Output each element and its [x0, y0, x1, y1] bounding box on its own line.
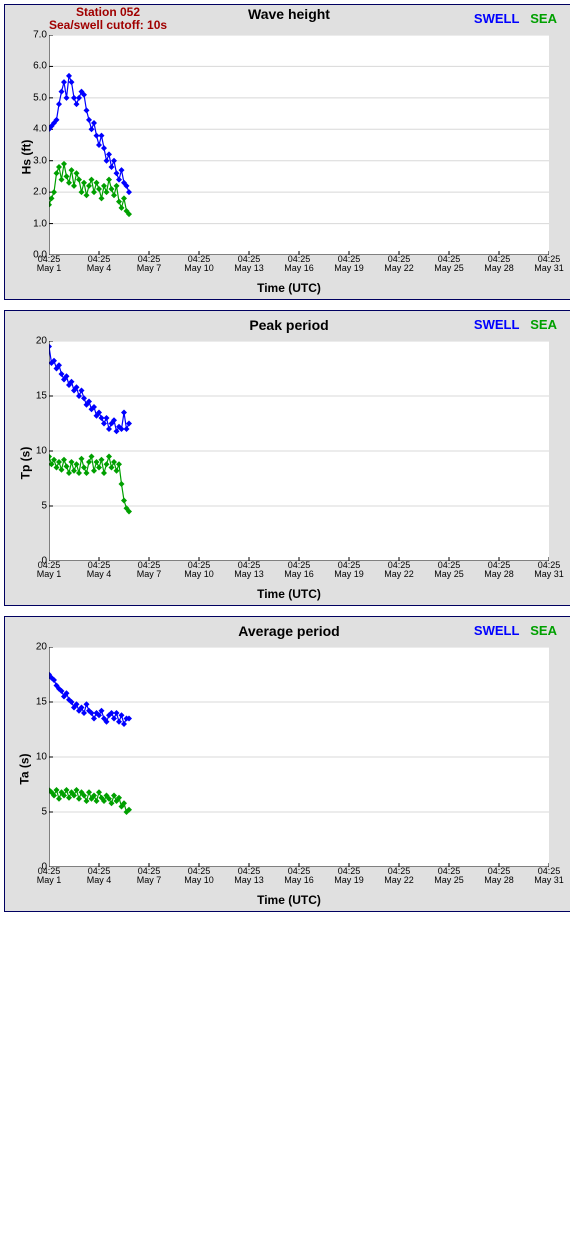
x-tick: 04:25May 28: [484, 561, 514, 580]
x-tick: 04:25May 13: [234, 561, 264, 580]
x-tick: 04:25May 4: [87, 255, 112, 274]
x-tick: 04:25May 25: [434, 255, 464, 274]
x-tick: 04:25May 7: [137, 867, 162, 886]
x-axis-label: Time (UTC): [5, 279, 570, 299]
x-tick: 04:25May 13: [234, 867, 264, 886]
x-tick: 04:25May 31: [534, 255, 564, 274]
x-tick: 04:25May 7: [137, 561, 162, 580]
chart-panel: Station 052Sea/swell cutoff: 10sWave hei…: [4, 4, 570, 300]
x-tick: 04:25May 28: [484, 867, 514, 886]
x-tick: 04:25May 4: [87, 561, 112, 580]
x-tick: 04:25May 19: [334, 561, 364, 580]
x-tick: 04:25May 22: [384, 255, 414, 274]
chart-panel: Average periodSWELL SEATa (s)0510152004:…: [4, 616, 570, 912]
y-tick-labels: 05101520: [21, 341, 47, 561]
y-tick: 5: [41, 501, 47, 512]
legend: SWELL SEA: [474, 623, 557, 638]
x-tick: 04:25May 19: [334, 255, 364, 274]
panel-header: Average periodSWELL SEA: [5, 617, 570, 647]
chart-panel: Peak periodSWELL SEATp (s)0510152004:25M…: [4, 310, 570, 606]
legend: SWELL SEA: [474, 317, 557, 332]
x-axis-label: Time (UTC): [5, 585, 570, 605]
y-tick: 10: [36, 446, 47, 457]
chart-svg: [49, 341, 549, 561]
y-tick-labels: 0.01.02.03.04.05.06.07.0: [21, 35, 47, 255]
legend-swell: SWELL: [474, 623, 520, 638]
y-tick: 1.0: [33, 218, 47, 229]
x-tick-labels: 04:25May 104:25May 404:25May 704:25May 1…: [49, 255, 563, 279]
x-tick: 04:25May 10: [184, 867, 214, 886]
x-tick: 04:25May 13: [234, 255, 264, 274]
x-tick-labels: 04:25May 104:25May 404:25May 704:25May 1…: [49, 561, 563, 585]
x-tick: 04:25May 19: [334, 867, 364, 886]
x-tick: 04:25May 28: [484, 255, 514, 274]
panel-header: Peak periodSWELL SEA: [5, 311, 570, 341]
x-tick: 04:25May 7: [137, 255, 162, 274]
y-tick-labels: 05101520: [21, 647, 47, 867]
y-tick: 2.0: [33, 187, 47, 198]
plot-area: Ta (s)0510152004:25May 104:25May 404:25M…: [49, 647, 563, 891]
legend-sea: SEA: [530, 623, 557, 638]
y-tick: 15: [36, 391, 47, 402]
y-tick: 10: [36, 752, 47, 763]
plot-area: Tp (s)0510152004:25May 104:25May 404:25M…: [49, 341, 563, 585]
x-tick: 04:25May 31: [534, 561, 564, 580]
y-tick: 20: [36, 642, 47, 653]
x-tick: 04:25May 1: [37, 255, 62, 274]
x-tick: 04:25May 22: [384, 867, 414, 886]
legend: SWELL SEA: [474, 11, 557, 26]
x-tick: 04:25May 31: [534, 867, 564, 886]
y-tick: 15: [36, 697, 47, 708]
plot-area: Hs (ft)0.01.02.03.04.05.06.07.004:25May …: [49, 35, 563, 279]
y-tick: 6.0: [33, 61, 47, 72]
x-tick: 04:25May 16: [284, 561, 314, 580]
x-tick: 04:25May 16: [284, 255, 314, 274]
panel-header: Station 052Sea/swell cutoff: 10sWave hei…: [5, 5, 570, 35]
legend-swell: SWELL: [474, 317, 520, 332]
chart-svg: [49, 647, 549, 867]
legend-sea: SEA: [530, 11, 557, 26]
y-tick: 20: [36, 336, 47, 347]
x-tick: 04:25May 16: [284, 867, 314, 886]
x-tick: 04:25May 25: [434, 561, 464, 580]
y-tick: 3.0: [33, 155, 47, 166]
x-axis-label: Time (UTC): [5, 891, 570, 911]
x-tick: 04:25May 4: [87, 867, 112, 886]
x-tick: 04:25May 10: [184, 255, 214, 274]
legend-swell: SWELL: [474, 11, 520, 26]
x-tick-labels: 04:25May 104:25May 404:25May 704:25May 1…: [49, 867, 563, 891]
x-tick: 04:25May 10: [184, 561, 214, 580]
x-tick: 04:25May 25: [434, 867, 464, 886]
x-tick: 04:25May 1: [37, 561, 62, 580]
x-tick: 04:25May 22: [384, 561, 414, 580]
y-tick: 5: [41, 807, 47, 818]
y-tick: 5.0: [33, 92, 47, 103]
x-tick: 04:25May 1: [37, 867, 62, 886]
chart-svg: [49, 35, 549, 255]
legend-sea: SEA: [530, 317, 557, 332]
y-tick: 4.0: [33, 124, 47, 135]
y-tick: 7.0: [33, 30, 47, 41]
